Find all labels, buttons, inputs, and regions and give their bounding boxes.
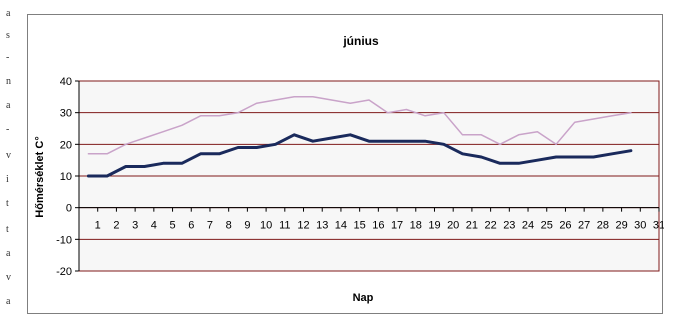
y-tick-label: 30 — [60, 108, 72, 120]
x-tick-label: 11 — [279, 220, 290, 232]
x-tick-label: 21 — [466, 220, 478, 232]
x-tick-label: 14 — [335, 220, 347, 232]
page-edge-letter: - — [6, 52, 10, 63]
y-axis-label: Hőmérséklet C° — [34, 136, 46, 217]
x-tick-label: 7 — [207, 220, 213, 232]
x-tick-label: 12 — [297, 220, 309, 232]
y-tick-label: 20 — [60, 139, 72, 151]
x-axis-label: Nap — [353, 292, 374, 304]
x-tick-label: 29 — [615, 220, 627, 232]
page-edge-letter: n — [6, 76, 11, 87]
x-tick-label: 22 — [484, 220, 496, 232]
x-tick-label: 26 — [559, 220, 571, 232]
x-tick-label: 16 — [372, 220, 384, 232]
x-tick-label: 30 — [634, 220, 646, 232]
page-edge-letter: s — [6, 30, 10, 41]
x-tick-label: 3 — [132, 220, 138, 232]
y-tick-label: -10 — [56, 234, 72, 246]
page-edge-letter: t — [6, 198, 9, 209]
page-edge-letter: a — [6, 296, 11, 307]
page-edge-letter: v — [6, 150, 11, 161]
x-tick-label: 28 — [597, 220, 609, 232]
y-tick-label: 10 — [60, 171, 72, 183]
x-tick-label: 13 — [316, 220, 328, 232]
chart-frame: június -20 -10 0 10 20 30 40 1 2 3 4 5 6 7 8 9 10 11 12 13 1… — [27, 14, 664, 314]
x-tick-label: 5 — [169, 220, 175, 232]
x-tick-label: 27 — [578, 220, 590, 232]
x-tick-label: 4 — [151, 220, 157, 232]
page-edge-letter: t — [6, 224, 9, 235]
x-tick-label: 18 — [410, 220, 422, 232]
x-tick-label: 31 — [653, 220, 664, 232]
x-tick-label: 9 — [244, 220, 250, 232]
x-tick-label: 1 — [95, 220, 101, 232]
series-line-2 — [86, 133, 633, 178]
x-tick-label: 23 — [503, 220, 515, 232]
x-tick-label: 24 — [522, 220, 534, 232]
series-line-1 — [87, 96, 632, 155]
page-edge-letter: v — [6, 272, 11, 283]
x-tick-label: 10 — [260, 220, 272, 232]
page-edge-letter: a — [6, 100, 11, 111]
y-tick-label: 0 — [66, 203, 72, 215]
x-tick-label: 8 — [226, 220, 232, 232]
x-tick-label: 17 — [391, 220, 403, 232]
x-tick-label: 6 — [188, 220, 194, 232]
x-tick-label: 25 — [541, 220, 553, 232]
x-tick-label: 15 — [354, 220, 366, 232]
x-tick-label: 19 — [428, 220, 440, 232]
x-tick-label: 20 — [447, 220, 459, 232]
page-edge-letter: i — [6, 174, 9, 185]
y-tick-label: 40 — [60, 76, 72, 88]
page-edge-letter: a — [6, 248, 11, 259]
chart-title: június — [342, 34, 379, 48]
page-edge-letter: a — [6, 8, 11, 19]
x-tick-label: 2 — [113, 220, 119, 232]
y-tick-label: -20 — [56, 266, 72, 278]
page-edge-letter: - — [6, 124, 10, 135]
